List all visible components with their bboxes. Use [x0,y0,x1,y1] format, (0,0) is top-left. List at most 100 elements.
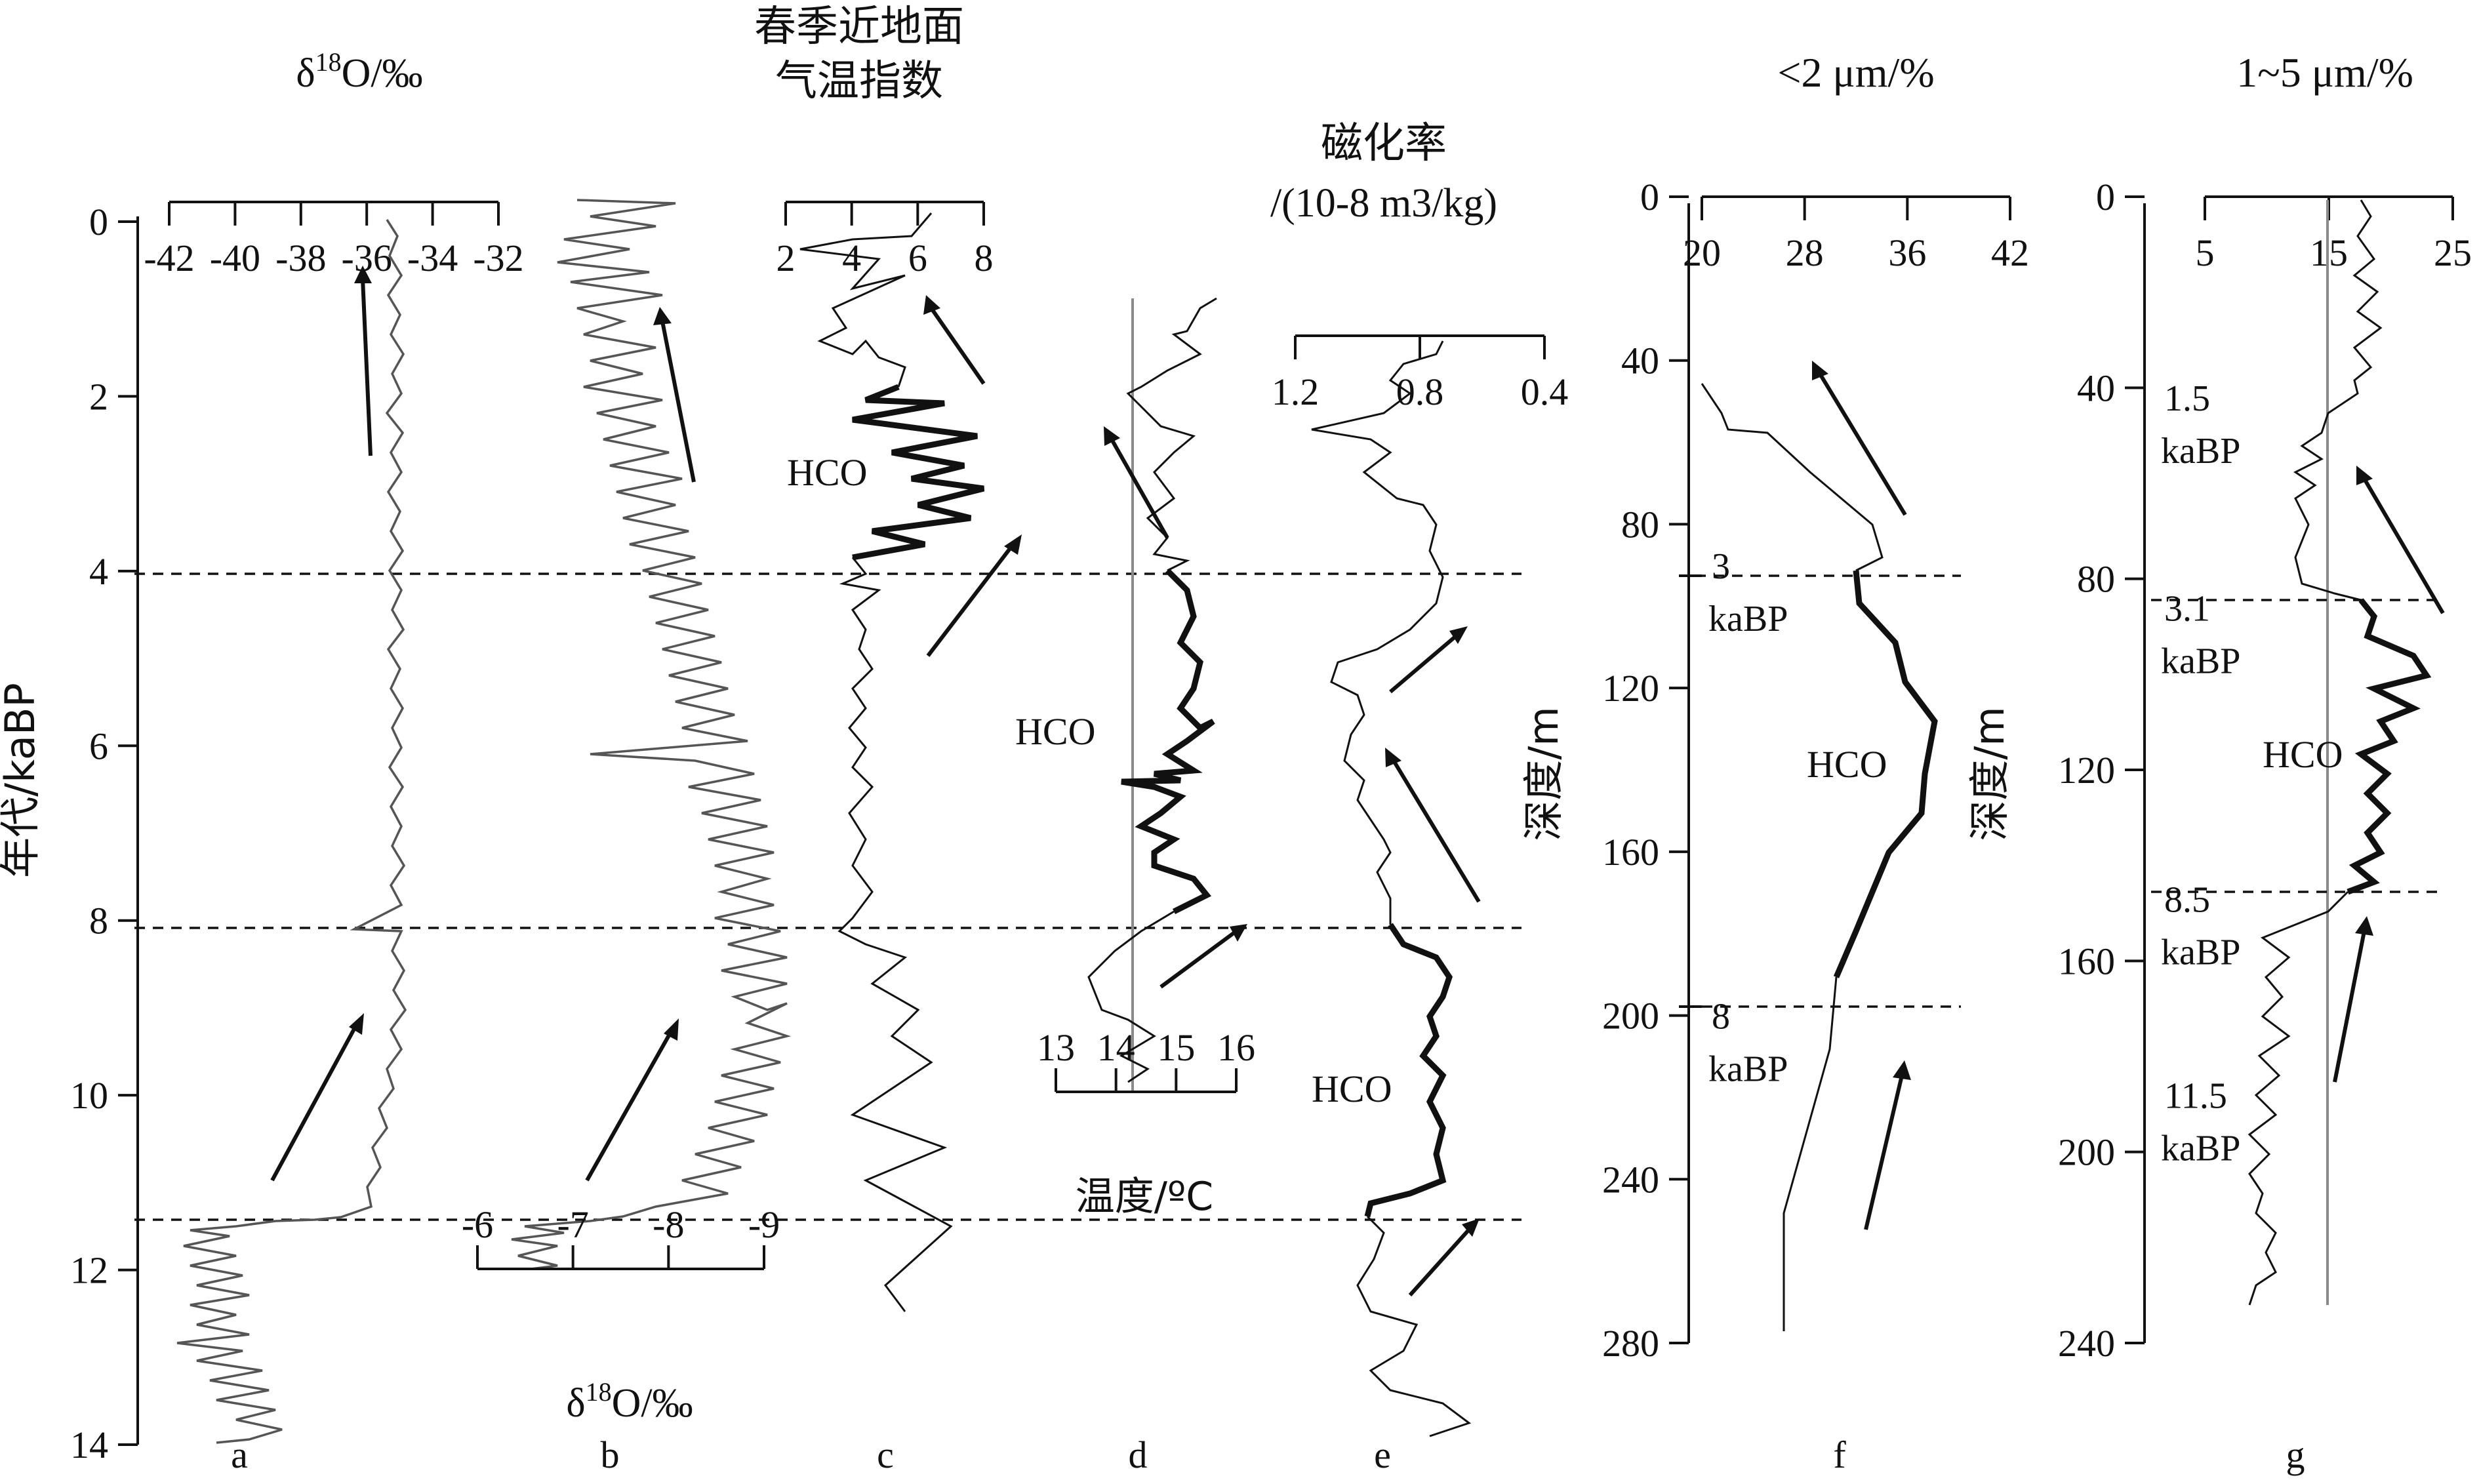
f-depth-ticks: 0 40 80 120 160 200 240 280 [1602,176,1689,1365]
e-title-line1: 磁化率 [1321,119,1447,168]
age-mark-number: 3 [1712,546,1730,587]
tick-label: 120 [2058,749,2115,792]
a-series-line [176,219,407,1444]
tick-label: 25 [2434,231,2472,274]
tick-label: 200 [2058,1131,2115,1174]
b-axis-title: δ18O/‰ [566,1377,693,1426]
panel-a: 0 2 4 6 8 10 12 14 年代/kaBP -42 -40 -38 -36 -34 -32 δ… [0,47,524,1476]
tick-label: 8 [89,900,108,942]
tick-label: 28 [1786,231,1824,274]
tick-label: 16 [1217,1026,1255,1069]
tick-label: 36 [1888,231,1926,274]
b-letter: b [601,1434,620,1476]
g-arrow-lower [2333,931,2366,1083]
c-arrow-up [929,307,986,385]
tick-label: 14 [1097,1026,1135,1069]
e-arrow-lower [1408,1228,1471,1297]
g-top-ticks: 51525 [2196,197,2472,274]
e-top-ticks: 1.2 0.8 0.4 [1272,336,1569,413]
d-hco-label: HCO [1015,710,1095,753]
g-depth-ticks: 0 40 80 120 160 200 240 [2058,176,2145,1365]
tick-label: 0 [1640,176,1659,218]
f-series-line [1701,383,1884,572]
tick-label: -36 [342,237,392,279]
g-hco-line [2347,598,2432,895]
tick-label: 120 [1602,667,1659,710]
d-series-line [1126,297,1217,572]
f-arrow-lower [1864,1075,1904,1230]
age-mark-unit: kaBP [2161,641,2240,681]
age-mark-number: 8 [1712,997,1730,1037]
tick-label: 4 [842,237,861,279]
tick-label: 80 [2077,558,2115,601]
b-bottom-ticks: -6 -7 -8 -9 [462,1203,780,1269]
tick-label: 1.2 [1272,371,1320,413]
e-title-line2: /(10-8 m3/kg) [1270,181,1497,226]
tick-label: -34 [407,237,458,279]
g-hco-label: HCO [2263,733,2343,776]
panel-c: 春季近地面 气温指数 2 4 6 8 HCO c [754,3,1022,1476]
age-mark-number: 3.1 [2164,588,2210,629]
d-hco-line [1121,568,1215,915]
tick-label: 6 [89,725,108,767]
tick-label: 13 [1037,1026,1075,1069]
tick-label: 160 [1602,831,1659,873]
e-letter: e [1374,1434,1391,1476]
b-series-line [511,199,792,1270]
e-hco-line [1364,923,1453,1218]
c-title-line1: 春季近地面 [754,3,964,51]
tick-label: 5 [2196,231,2215,274]
tick-label: 40 [2077,367,2115,409]
tick-label: 15 [1157,1026,1195,1069]
age-axis-label: 年代/kaBP [0,683,44,878]
tick-label: -9 [748,1203,780,1246]
tick-label: 8 [975,237,994,279]
tick-label: 200 [1602,995,1659,1037]
d-bottom-ticks: 13 14 15 16 [1037,1026,1255,1092]
c-letter: c [877,1434,894,1476]
c-hco-line [852,384,985,561]
age-mark-unit: kaBP [2161,933,2240,973]
age-mark-unit: kaBP [2161,1128,2240,1169]
tick-label: -38 [275,237,326,279]
panel-b: -6 -7 -8 -9 δ18O/‰ b [462,199,792,1476]
f-axis-title: <2 μm/% [1777,49,1934,96]
f-hco-label: HCO [1807,743,1887,786]
g-age-marks: 1.5 kaBP 3.1 kaBP 8.5 kaBP 11.5 kaBP [2161,378,2240,1169]
d-arrow-up [1110,438,1169,539]
tick-label: 0.4 [1521,371,1569,413]
a-axis-title: δ18O/‰ [296,47,422,96]
f-top-ticks: 20 28 36 42 [1683,197,2029,274]
tick-label: 40 [1621,340,1659,382]
tick-label: 240 [1602,1158,1659,1201]
e-arrow-upper [1389,634,1457,694]
a-top-ticks: -42 -40 -38 -36 -34 -32 [144,202,524,279]
tick-label: 10 [70,1074,108,1117]
age-mark-unit: kaBP [1708,599,1788,639]
a-arrow-lower [270,1022,359,1182]
c-top-ticks: 2 4 6 8 [776,202,994,279]
g-depth-label: 深度/m [1965,706,2013,841]
c-arrow-lower [926,543,1015,657]
c-series-line [799,212,933,388]
tick-label: 280 [1602,1322,1659,1365]
tick-label: -40 [210,237,260,279]
e-hco-label: HCO [1312,1068,1392,1110]
tick-label: 2 [89,375,108,418]
e-arrow-middle [1392,759,1481,903]
b-arrow-lower [585,1028,674,1182]
tick-label: 0 [2096,176,2115,218]
a-arrow-up [361,278,373,456]
f-letter: f [1833,1434,1846,1476]
g-letter: g [2286,1434,2305,1476]
f-depth-label: 深度/m [1520,706,1567,841]
tick-label: 12 [70,1249,108,1292]
tick-label: 2 [776,237,796,279]
f-arrow-up [1818,372,1907,516]
age-mark-number: 1.5 [2164,378,2210,419]
tick-label: 4 [89,550,108,593]
tick-label: 160 [2058,940,2115,982]
tick-label: 0.8 [1396,371,1444,413]
